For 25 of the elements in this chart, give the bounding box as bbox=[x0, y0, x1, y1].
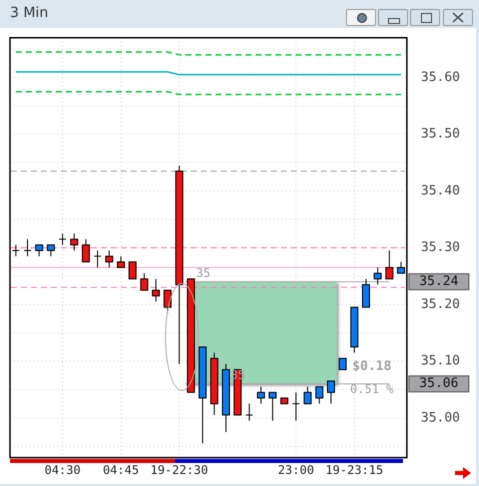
x-tick-label: 19-23:15 bbox=[325, 462, 384, 477]
chart-title: 3 Min bbox=[10, 5, 48, 21]
candlestick bbox=[292, 392, 300, 422]
x-tick-label: 04:45 bbox=[102, 462, 139, 477]
y-tick-label: 35.40 bbox=[420, 183, 460, 198]
annotation: $0.18 bbox=[352, 359, 392, 374]
candlestick bbox=[24, 238, 32, 257]
annotation: 35 bbox=[196, 266, 210, 280]
y-tick-label: 35.00 bbox=[420, 410, 460, 426]
x-tick-label: 23:00 bbox=[278, 462, 314, 477]
candlestick bbox=[94, 250, 102, 268]
y-tick-label: 35.10 bbox=[420, 354, 460, 369]
candlestick bbox=[12, 244, 20, 257]
y-tick-label: 35.30 bbox=[420, 240, 460, 256]
y-tick-label: 35.20 bbox=[420, 296, 460, 312]
x-tick-label: 19-22:30 bbox=[150, 462, 208, 477]
candlestick bbox=[245, 403, 254, 422]
x-tick-label: 04:30 bbox=[44, 462, 81, 477]
ref-line-label: 35.06 bbox=[419, 376, 458, 392]
annotation: 35 bbox=[230, 368, 246, 382]
y-tick-label: 35.50 bbox=[420, 126, 460, 142]
candlestick bbox=[58, 233, 67, 246]
ref-line-label: 35.24 bbox=[419, 274, 459, 290]
annotation: 0.51 % bbox=[350, 382, 394, 396]
y-tick-label: 35.60 bbox=[420, 70, 460, 85]
